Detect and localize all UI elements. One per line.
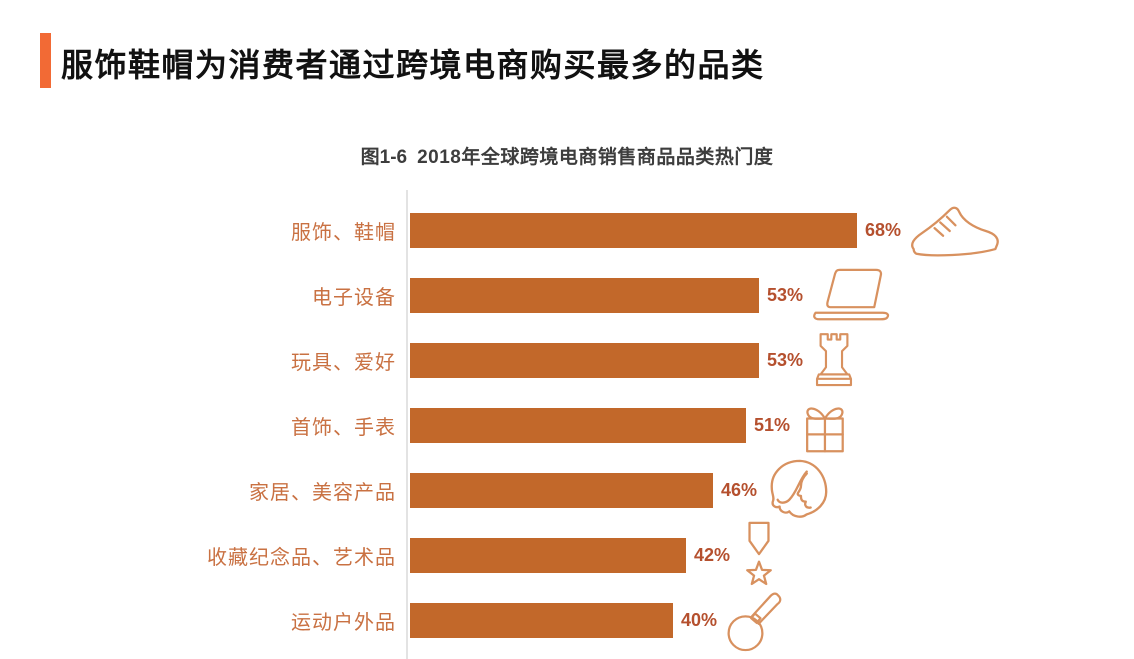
woman-face-icon	[763, 457, 835, 525]
category-label: 收藏纪念品、艺术品	[207, 547, 396, 569]
category-label: 家居、美容产品	[249, 482, 396, 504]
bar	[410, 473, 713, 508]
chess-rook-icon	[809, 328, 859, 394]
category-label: 服饰、鞋帽	[291, 222, 396, 244]
category-label: 电子设备	[312, 287, 396, 309]
value-label: 68%	[865, 220, 902, 240]
chart-row: 玩具、爱好 53%	[0, 328, 1134, 393]
category-label: 玩具、爱好	[291, 352, 396, 374]
gift-icon	[796, 397, 852, 455]
laptop-icon	[809, 266, 891, 326]
page-title: 服饰鞋帽为消费者通过跨境电商购买最多的品类	[61, 47, 765, 83]
sneaker-icon	[907, 201, 1002, 261]
whistle-icon	[723, 588, 783, 654]
value-label: 46%	[721, 480, 758, 500]
chart-row: 运动户外品 40%	[0, 588, 1134, 653]
chart-title: 图1-6 2018年全球跨境电商销售商品品类热门度	[0, 142, 1134, 169]
value-label: 42%	[694, 545, 731, 565]
chart-title-text: 2018年全球跨境电商销售商品品类热门度	[417, 147, 774, 168]
bar-area: 46%	[410, 457, 835, 525]
bar	[410, 343, 759, 378]
medal-icon	[736, 520, 782, 592]
bar-area: 53%	[410, 266, 891, 326]
y-axis-line	[406, 190, 408, 659]
bar	[410, 603, 673, 638]
bar	[410, 213, 857, 248]
chart-row: 首饰、手表 51%	[0, 393, 1134, 458]
chart-row: 服饰、鞋帽 68%	[0, 198, 1134, 263]
bar	[410, 538, 686, 573]
chart-row: 家居、美容产品 46%	[0, 458, 1134, 523]
title-accent-bar	[40, 33, 51, 88]
value-label: 40%	[681, 610, 718, 630]
chart-row: 收藏纪念品、艺术品 42%	[0, 521, 1134, 588]
bar	[410, 278, 759, 313]
value-label: 53%	[767, 350, 804, 370]
value-label: 53%	[767, 285, 804, 305]
bar-area: 51%	[410, 397, 852, 455]
bar	[410, 408, 746, 443]
bar-area: 53%	[410, 328, 859, 394]
bar-chart: 服饰、鞋帽 68% 电子设备 53% 玩具、爱好 53% 首饰、手表 51% 家居、	[0, 198, 1134, 653]
bar-area: 68%	[410, 201, 1002, 261]
value-label: 51%	[754, 415, 791, 435]
bar-area: 40%	[410, 588, 783, 654]
bar-area: 42%	[410, 520, 782, 592]
category-label: 运动户外品	[291, 612, 396, 634]
category-label: 首饰、手表	[291, 417, 396, 439]
chart-row: 电子设备 53%	[0, 263, 1134, 328]
chart-title-number: 图1-6	[360, 147, 408, 168]
